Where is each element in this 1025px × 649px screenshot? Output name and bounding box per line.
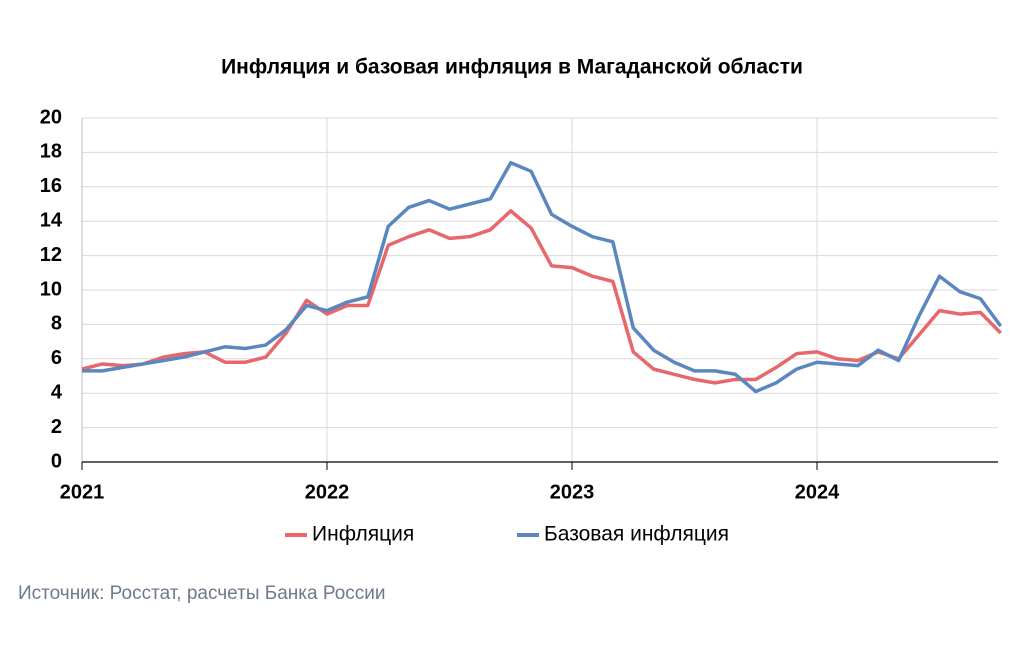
x-tick-label: 2024 [795,481,840,503]
legend-label: Инфляция [312,523,414,546]
y-tick-label: 20 [40,106,62,128]
y-tick-label: 16 [40,175,62,197]
y-tick-label: 18 [40,141,62,163]
x-tick-label: 2022 [305,481,350,503]
y-tick-label: 10 [40,278,62,300]
y-tick-label: 14 [40,209,63,231]
x-tick-label: 2023 [550,481,595,503]
x-tick-label: 2021 [60,481,105,503]
legend-label: Базовая инфляция [544,523,729,546]
y-tick-label: 4 [51,381,63,403]
y-tick-label: 6 [51,347,62,369]
y-tick-label: 2 [51,416,62,438]
series-line [82,160,1003,394]
source-note: Источник: Росстат, расчеты Банка России [18,583,386,604]
y-tick-label: 8 [51,313,62,335]
chart-title: Инфляция и базовая инфляция в Магаданско… [221,56,803,79]
y-tick-label: 12 [40,244,62,266]
y-tick-label: 0 [51,450,62,472]
series-line [81,209,1002,385]
